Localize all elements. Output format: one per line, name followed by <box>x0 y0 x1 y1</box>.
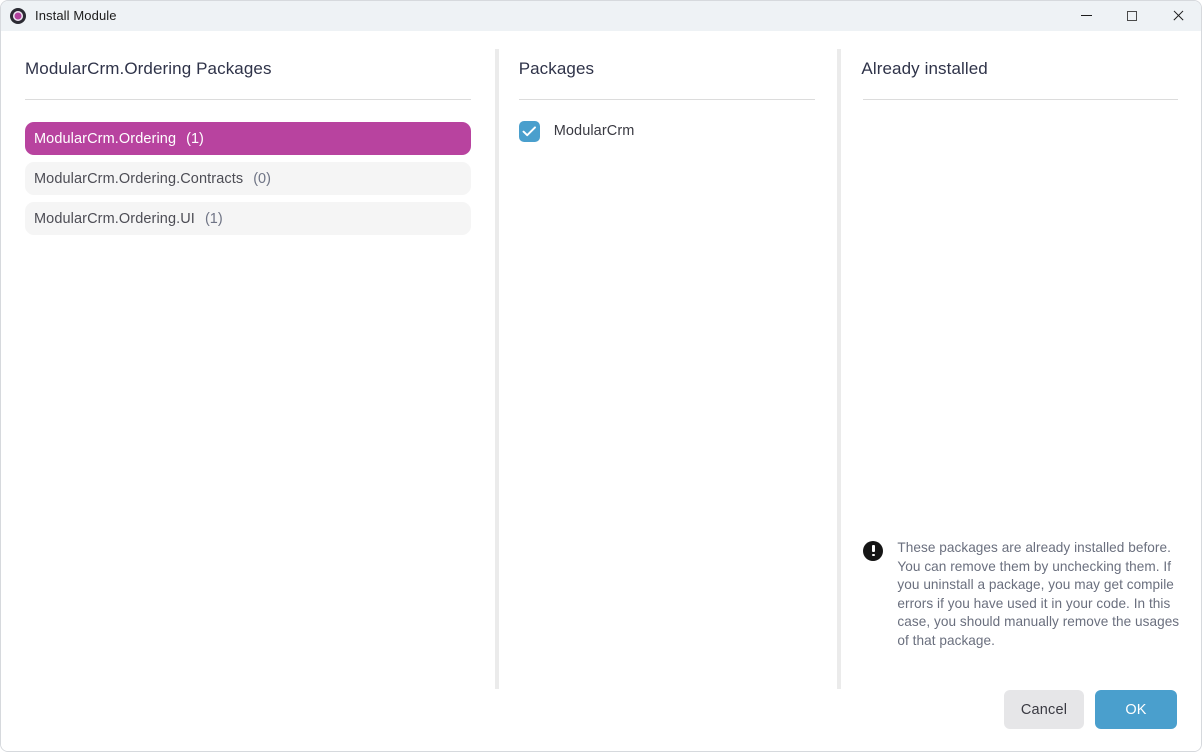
maximize-button[interactable] <box>1109 1 1155 31</box>
exclamation-circle-icon <box>863 541 884 561</box>
left-pane-rule <box>25 99 471 100</box>
minimize-button[interactable] <box>1063 1 1109 31</box>
package-checkbox-list: ModularCrm <box>499 120 838 142</box>
window-title: Install Module <box>35 8 117 23</box>
package-count: (1) <box>186 130 204 147</box>
dialog-footer: Cancel OK <box>1004 690 1177 729</box>
left-pane-title: ModularCrm.Ordering Packages <box>25 59 272 78</box>
package-checkbox[interactable] <box>518 120 540 142</box>
title-bar: Install Module <box>1 1 1201 31</box>
minimize-icon <box>1080 15 1092 16</box>
list-item[interactable]: ModularCrm <box>518 120 838 142</box>
pane-packages: Packages ModularCrm <box>499 49 838 689</box>
pane-source-packages: ModularCrm.Ordering Packages ModularCrm.… <box>1 49 495 689</box>
pane-divider-left <box>494 49 499 689</box>
maximize-icon <box>1127 10 1137 21</box>
package-count: (0) <box>253 170 271 187</box>
list-item[interactable]: ModularCrm.Ordering (1) <box>25 122 471 155</box>
close-button[interactable] <box>1155 1 1201 31</box>
source-package-list: ModularCrm.Ordering (1) ModularCrm.Order… <box>1 122 495 235</box>
middle-pane-rule <box>518 99 816 100</box>
title-bar-left: Install Module <box>1 7 1063 24</box>
package-count: (1) <box>204 210 223 227</box>
check-icon <box>522 125 536 136</box>
right-pane-title: Already installed <box>861 59 988 78</box>
middle-pane-title: Packages <box>518 59 595 78</box>
right-pane-rule <box>863 99 1179 100</box>
panes-container: ModularCrm.Ordering Packages ModularCrm.… <box>1 49 1201 689</box>
note-text: These packages are already installed bef… <box>897 540 1180 648</box>
cancel-button[interactable]: Cancel <box>1004 690 1084 729</box>
package-name: ModularCrm.Ordering.UI <box>34 210 195 227</box>
package-name: ModularCrm.Ordering <box>34 130 177 147</box>
package-label: ModularCrm <box>553 123 635 139</box>
window-controls <box>1063 1 1201 31</box>
list-item[interactable]: ModularCrm.Ordering.Contracts (0) <box>25 162 471 195</box>
package-name: ModularCrm.Ordering.Contracts <box>34 170 244 187</box>
already-installed-note: These packages are already installed bef… <box>863 539 1188 650</box>
pane-divider-right <box>837 49 842 689</box>
dialog-body: ModularCrm.Ordering Packages ModularCrm.… <box>1 31 1201 751</box>
close-icon <box>1172 10 1184 22</box>
list-item[interactable]: ModularCrm.Ordering.UI (1) <box>25 202 471 235</box>
app-module-icon <box>10 7 26 24</box>
pane-already-installed: Already installed These packages are alr… <box>841 49 1201 689</box>
ok-button[interactable]: OK <box>1095 690 1177 729</box>
